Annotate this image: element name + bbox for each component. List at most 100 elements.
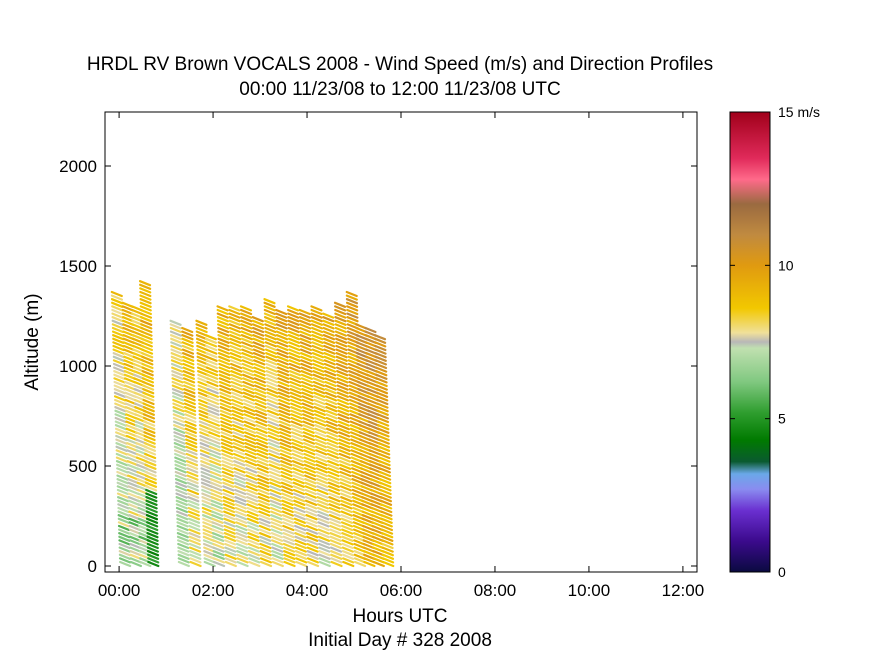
wind-barb [358, 424, 371, 431]
wind-barb [365, 366, 378, 373]
wind-barb [287, 323, 300, 330]
wind-barb [117, 524, 131, 532]
wind-barb [253, 355, 266, 362]
wind-barb [369, 481, 383, 488]
wind-barb [170, 341, 183, 348]
wind-barb [242, 377, 255, 384]
wind-barb [205, 344, 218, 352]
wind-barb [268, 445, 281, 452]
wind-barb [254, 384, 267, 391]
wind-barb [202, 524, 215, 532]
wind-barb [268, 467, 281, 474]
wind-barb [118, 546, 131, 553]
wind-barb [206, 391, 220, 398]
wind-barb [229, 352, 242, 359]
wind-barb [334, 312, 347, 319]
wind-barb [188, 532, 201, 539]
wind-barb [302, 424, 315, 431]
wind-barb [212, 535, 225, 542]
wind-barb [181, 326, 194, 334]
wind-barb [336, 391, 349, 398]
wind-barb [313, 402, 326, 409]
wind-barb [381, 553, 395, 560]
wind-barb [175, 485, 188, 492]
wind-barb [361, 510, 374, 517]
wind-profile [322, 312, 343, 568]
wind-barb [210, 481, 223, 488]
wind-barb [186, 474, 199, 481]
wind-barb [118, 557, 132, 564]
wind-barb [314, 438, 327, 445]
wind-barb [288, 344, 301, 352]
wind-barb [114, 416, 127, 424]
wind-barb [293, 517, 307, 524]
wind-barb [269, 481, 282, 488]
wind-barb [362, 535, 375, 542]
wind-barb [324, 370, 337, 377]
wind-barb [264, 334, 277, 341]
colorbar-tick-label: 15 m/s [778, 104, 820, 120]
wind-barb [233, 467, 246, 474]
wind-barb [325, 416, 338, 424]
wind-barb [219, 406, 232, 413]
wind-barb [210, 492, 223, 499]
wind-barb [381, 550, 394, 557]
wind-barb [370, 510, 384, 517]
wind-barb [305, 521, 318, 528]
wind-barb [358, 427, 371, 434]
colorbar-tick-label: 10 [778, 257, 794, 273]
wind-barb [139, 287, 152, 294]
wind-barb [211, 524, 224, 532]
wind-barb [174, 470, 187, 478]
wind-barb [346, 308, 359, 316]
wind-barb [271, 539, 284, 546]
wind-barb [283, 546, 296, 553]
wind-profile [228, 305, 249, 568]
wind-barb [232, 434, 245, 442]
wind-barb [324, 388, 337, 395]
wind-barb [366, 398, 380, 406]
wind-barb [370, 492, 383, 499]
wind-barb [231, 409, 244, 416]
wind-barb [313, 406, 326, 413]
wind-barb [128, 532, 142, 539]
wind-barb [303, 452, 316, 460]
wind-barb [327, 485, 341, 492]
wind-barb [172, 409, 185, 416]
wind-barb [322, 330, 335, 337]
wind-barb [146, 528, 159, 535]
wind-barb [235, 521, 248, 528]
wind-barb [270, 528, 283, 535]
wind-barb [210, 499, 223, 506]
wind-barb [282, 539, 295, 546]
wind-barb [205, 352, 218, 359]
wind-barb [326, 445, 339, 452]
wind-barb [229, 337, 242, 344]
wind-barb [329, 524, 342, 532]
wind-barb [323, 344, 336, 352]
wind-barb [125, 420, 138, 427]
wind-barb [287, 334, 301, 341]
wind-barb [270, 506, 283, 514]
wind-barb [270, 524, 283, 532]
wind-barb [293, 510, 306, 517]
wind-barb [327, 478, 340, 485]
wind-profile [298, 308, 320, 568]
wind-barb [113, 388, 126, 395]
wind-barb [236, 550, 249, 557]
wind-barb [145, 496, 158, 503]
wind-barb [276, 355, 289, 362]
wind-barb [147, 560, 160, 568]
wind-barb [212, 560, 226, 568]
wind-profile [373, 334, 395, 568]
wind-barb [338, 431, 351, 438]
wind-barb [113, 366, 126, 373]
wind-barb [116, 478, 129, 485]
wind-barb [182, 370, 195, 377]
wind-barb [175, 503, 188, 510]
wind-barb [258, 524, 271, 532]
wind-barb [267, 431, 280, 438]
wind-barb [117, 514, 130, 521]
wind-barb [303, 456, 316, 463]
wind-barb [232, 431, 245, 438]
